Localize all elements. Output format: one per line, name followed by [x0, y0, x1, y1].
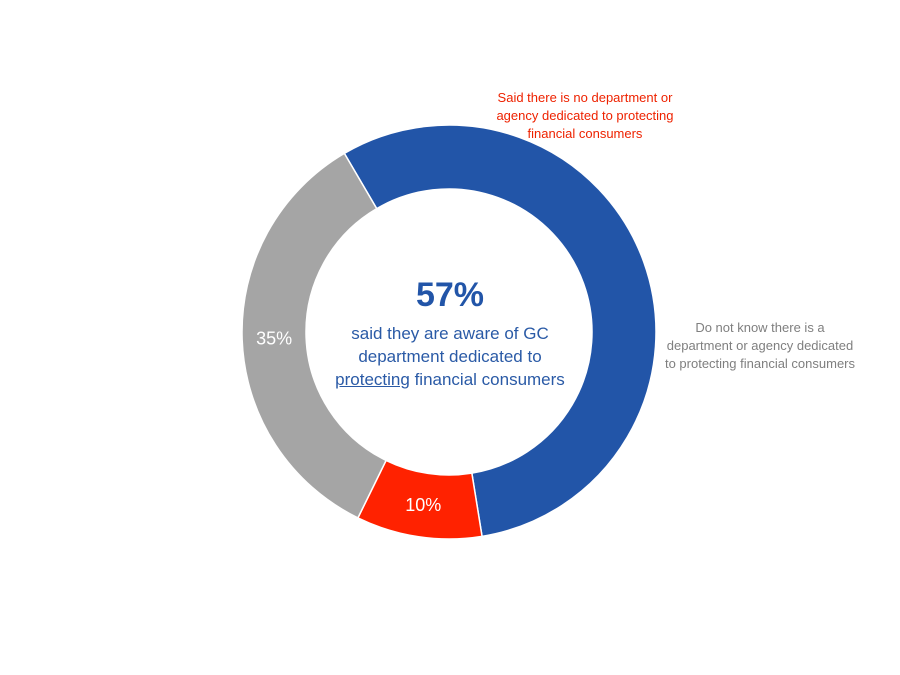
center-line-2: department dedicated to [358, 347, 542, 366]
label-do-not-know: 35% [256, 329, 292, 349]
callout-no-department-line-3: financial consumers [527, 126, 643, 141]
slice-aware [343, 124, 657, 538]
center-line-1: said they are aware of GC [351, 324, 549, 343]
center-line-3-rest: financial consumers [409, 370, 565, 389]
center-underlined-word: protecting [335, 370, 410, 389]
callout-do-not-know: Do not know there is a department or age… [650, 319, 870, 373]
center-description: said they are aware of GC department ded… [310, 322, 590, 391]
center-line-3: protecting financial consumers [310, 368, 590, 391]
callout-no-department-line-2: agency dedicated to protecting [496, 108, 674, 123]
callout-no-department-line-1: Said there is no department or [497, 90, 673, 105]
center-percentage: 57% [415, 276, 485, 314]
callout-no-department: Said there is no department or agency de… [475, 89, 695, 143]
callout-do-not-know-line-1: Do not know there is a [695, 320, 825, 335]
callout-do-not-know-line-2: department or agency dedicated [666, 338, 854, 353]
callout-do-not-know-line-3: to protecting financial consumers [664, 356, 856, 371]
label-no-department: 10% [405, 495, 441, 515]
slice-do-not-know [241, 152, 388, 519]
